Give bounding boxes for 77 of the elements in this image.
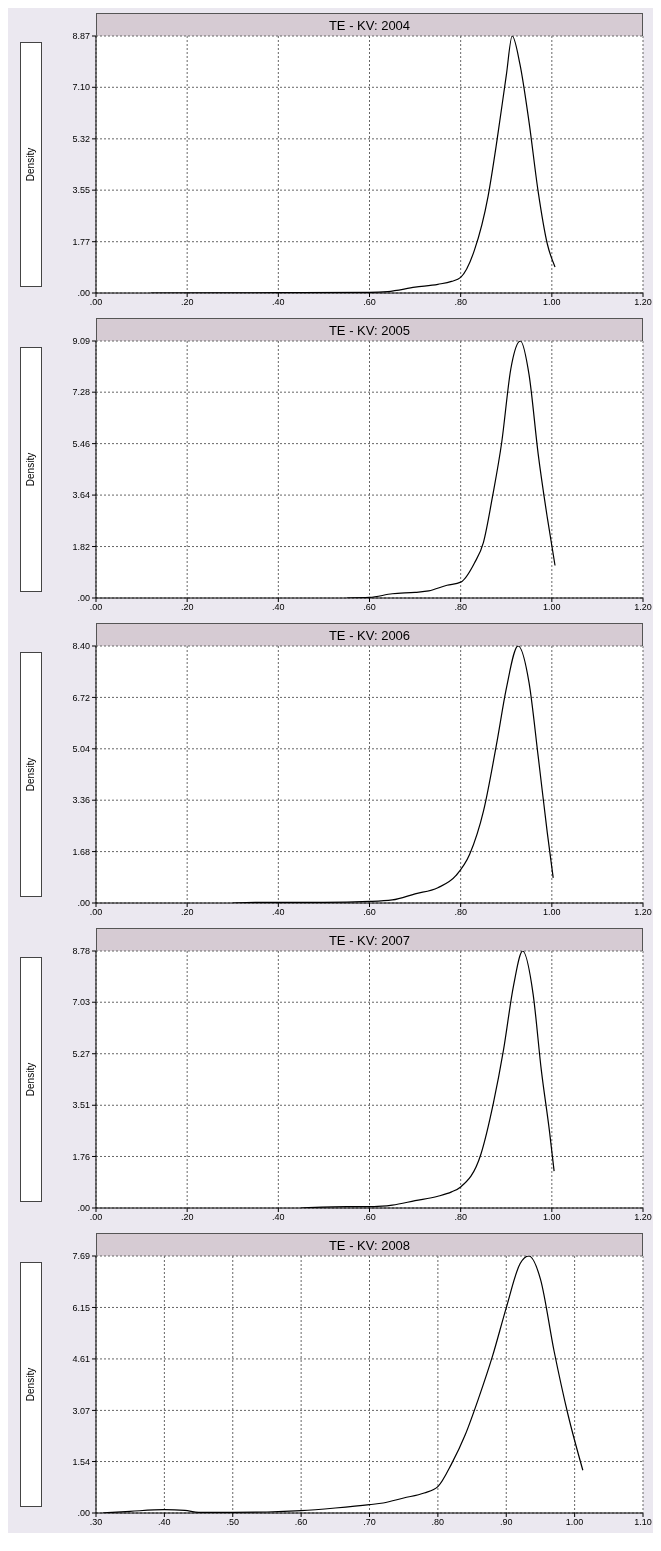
y-tick-label: 4.61 — [72, 1354, 90, 1365]
x-tick-label: 1.00 — [543, 602, 561, 613]
y-tick-label: 9.09 — [72, 336, 90, 347]
x-tick-label: 1.20 — [634, 907, 652, 918]
x-tick-label: .60 — [363, 907, 376, 918]
y-tick-label: 7.69 — [72, 1251, 90, 1262]
y-tick-label: 1.54 — [72, 1456, 90, 1467]
x-tick-label: 1.00 — [543, 297, 561, 308]
x-tick-label: .40 — [272, 602, 285, 613]
x-tick-label: .00 — [89, 602, 103, 613]
x-tick-label: .90 — [499, 1517, 513, 1528]
y-tick-label: 7.03 — [72, 997, 90, 1008]
x-tick-label: .40 — [158, 1517, 171, 1528]
y-tick-label: 8.87 — [72, 31, 90, 42]
y-tick-label: .00 — [77, 288, 90, 299]
y-tick-label: 3.51 — [72, 1100, 90, 1111]
y-tick-label: 3.36 — [72, 795, 90, 806]
x-tick-label: .80 — [431, 1517, 445, 1528]
y-tick-label: 6.15 — [72, 1302, 90, 1313]
x-tick-label: .40 — [272, 297, 285, 308]
x-tick-label: 1.00 — [543, 1212, 561, 1223]
y-tick-label: 7.10 — [72, 82, 90, 93]
chart-title: TE - KV: 2004 — [96, 13, 643, 36]
y-tick-label: 1.77 — [72, 236, 90, 247]
y-axis-title: Density — [25, 1062, 37, 1097]
x-tick-label: 1.20 — [634, 297, 652, 308]
x-tick-label: .50 — [226, 1517, 240, 1528]
y-tick-label: 8.40 — [72, 641, 90, 652]
x-tick-label: 1.10 — [634, 1517, 652, 1528]
y-tick-label: 7.28 — [72, 387, 90, 398]
x-tick-label: .80 — [454, 1212, 467, 1223]
x-tick-label: .30 — [89, 1517, 103, 1528]
x-tick-label: .20 — [180, 1212, 194, 1223]
x-tick-label: .60 — [363, 602, 376, 613]
x-tick-label: .60 — [294, 1517, 308, 1528]
x-tick-label: .60 — [363, 1212, 376, 1223]
x-tick-label: .00 — [89, 297, 103, 308]
y-tick-label: 6.72 — [72, 692, 90, 703]
y-tick-label: 5.27 — [72, 1048, 90, 1059]
y-tick-label: 5.46 — [72, 438, 90, 449]
y-tick-label: .00 — [77, 898, 90, 909]
y-tick-label: 1.68 — [72, 846, 90, 857]
chart-title: TE - KV: 2005 — [96, 318, 643, 341]
x-tick-label: .70 — [363, 1517, 376, 1528]
y-axis-title: Density — [25, 452, 37, 487]
chart-title: TE - KV: 2008 — [96, 1233, 643, 1256]
x-tick-label: 1.20 — [634, 602, 652, 613]
y-tick-label: .00 — [77, 593, 90, 604]
y-tick-label: 1.82 — [72, 541, 90, 552]
chart-title: TE - KV: 2007 — [96, 928, 643, 951]
y-tick-label: .00 — [77, 1203, 90, 1214]
x-tick-label: .80 — [454, 602, 467, 613]
x-tick-label: .20 — [180, 907, 194, 918]
y-axis-title: Density — [25, 147, 37, 182]
y-tick-label: 3.64 — [72, 490, 90, 501]
x-tick-label: .00 — [89, 907, 103, 918]
x-tick-label: .00 — [89, 1212, 103, 1223]
y-tick-label: 8.78 — [72, 946, 90, 957]
y-tick-label: .00 — [77, 1508, 90, 1519]
y-tick-label: 3.07 — [72, 1405, 90, 1416]
chart-title: TE - KV: 2006 — [96, 623, 643, 646]
x-tick-label: .20 — [180, 602, 194, 613]
y-tick-label: 1.76 — [72, 1151, 90, 1162]
x-tick-label: .60 — [363, 297, 376, 308]
x-tick-label: .80 — [454, 297, 467, 308]
x-tick-label: 1.00 — [543, 907, 561, 918]
x-tick-label: .40 — [272, 907, 285, 918]
x-tick-label: .20 — [180, 297, 194, 308]
y-tick-label: 5.04 — [72, 743, 90, 754]
x-tick-label: .40 — [272, 1212, 285, 1223]
y-tick-label: 3.55 — [72, 185, 90, 196]
y-axis-title: Density — [25, 757, 37, 792]
y-axis-title: Density — [25, 1367, 37, 1402]
x-tick-label: .80 — [454, 907, 467, 918]
x-tick-label: 1.20 — [634, 1212, 652, 1223]
y-tick-label: 5.32 — [72, 134, 90, 145]
x-tick-label: 1.00 — [565, 1517, 584, 1528]
